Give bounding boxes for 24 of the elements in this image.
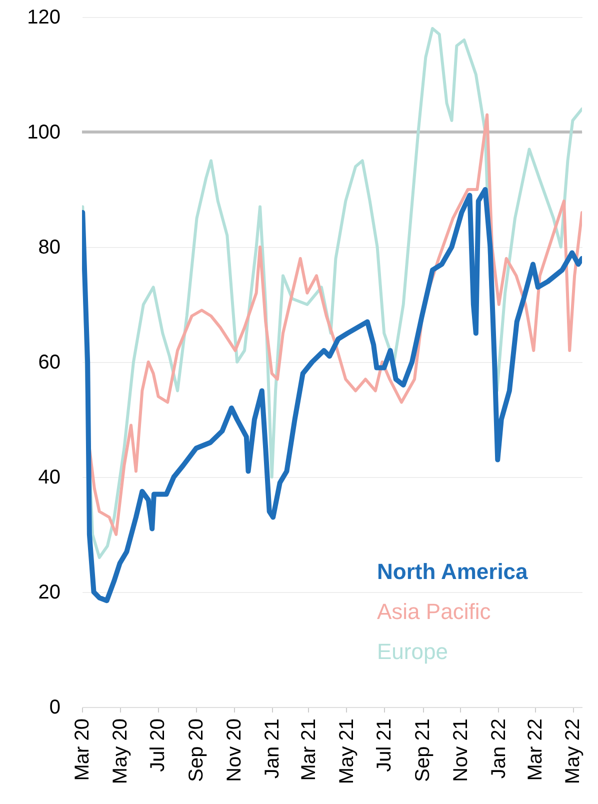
text: Asia Pacific [377,599,491,624]
x-tick-label: Jul 20 [147,718,170,772]
x-tick-label: Mar 21 [298,718,320,781]
y-tick-label: 60 [38,352,60,374]
x-tick-label: Jul 21 [374,718,396,772]
x-tick-label: Nov 21 [450,718,472,782]
x-tick-label: Sep 21 [412,718,434,782]
y-tick-label: 20 [38,582,60,604]
x-tick-label: May 21 [336,718,358,784]
x-tick-label: Mar 20 [72,718,94,781]
y-tick-label: 120 [27,6,60,28]
y-tick-label: 0 [49,696,60,718]
x-tick-label: Mar 22 [524,718,546,781]
y-tick-label: 80 [38,236,60,258]
y-tick-label: 100 [27,122,60,144]
x-tick-label: May 20 [109,718,132,784]
x-tick-label: Sep 20 [186,718,208,782]
text: North America [377,559,529,584]
x-tick-label: Nov 20 [223,718,246,782]
text: Europe [377,639,448,664]
y-tick-label: 40 [38,466,60,488]
x-tick-label: Jan 21 [261,718,284,779]
x-tick-label: Jan 22 [488,718,510,779]
x-tick-label: May 22 [562,718,584,784]
